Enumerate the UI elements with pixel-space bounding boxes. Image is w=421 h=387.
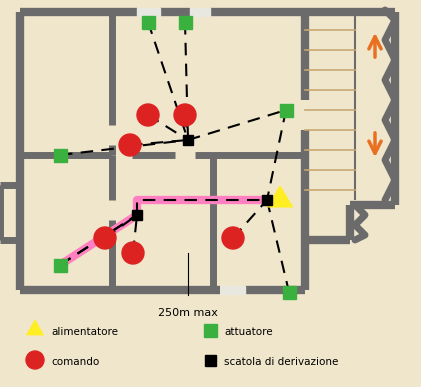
Bar	[280, 103, 293, 116]
Text: attuatore: attuatore	[224, 327, 273, 337]
Text: scatola di derivazione: scatola di derivazione	[224, 357, 338, 367]
Text: comando: comando	[51, 357, 99, 367]
Circle shape	[26, 351, 44, 369]
Bar	[221, 286, 245, 294]
Circle shape	[174, 104, 196, 126]
Circle shape	[137, 104, 159, 126]
Bar	[282, 286, 296, 298]
Text: alimentatore: alimentatore	[51, 327, 118, 337]
Circle shape	[222, 227, 244, 249]
Bar	[183, 135, 193, 145]
Bar	[132, 210, 142, 220]
Polygon shape	[267, 186, 293, 207]
Bar	[179, 15, 192, 29]
Bar	[190, 8, 210, 16]
Bar	[205, 354, 216, 365]
Circle shape	[119, 134, 141, 156]
Bar	[262, 195, 272, 205]
Bar	[203, 324, 216, 337]
Circle shape	[122, 242, 144, 264]
Polygon shape	[27, 320, 43, 335]
Bar	[141, 15, 155, 29]
Bar	[137, 8, 160, 16]
Circle shape	[94, 227, 116, 249]
Bar	[53, 149, 67, 161]
Text: 250m max: 250m max	[158, 308, 218, 318]
Bar	[53, 259, 67, 272]
